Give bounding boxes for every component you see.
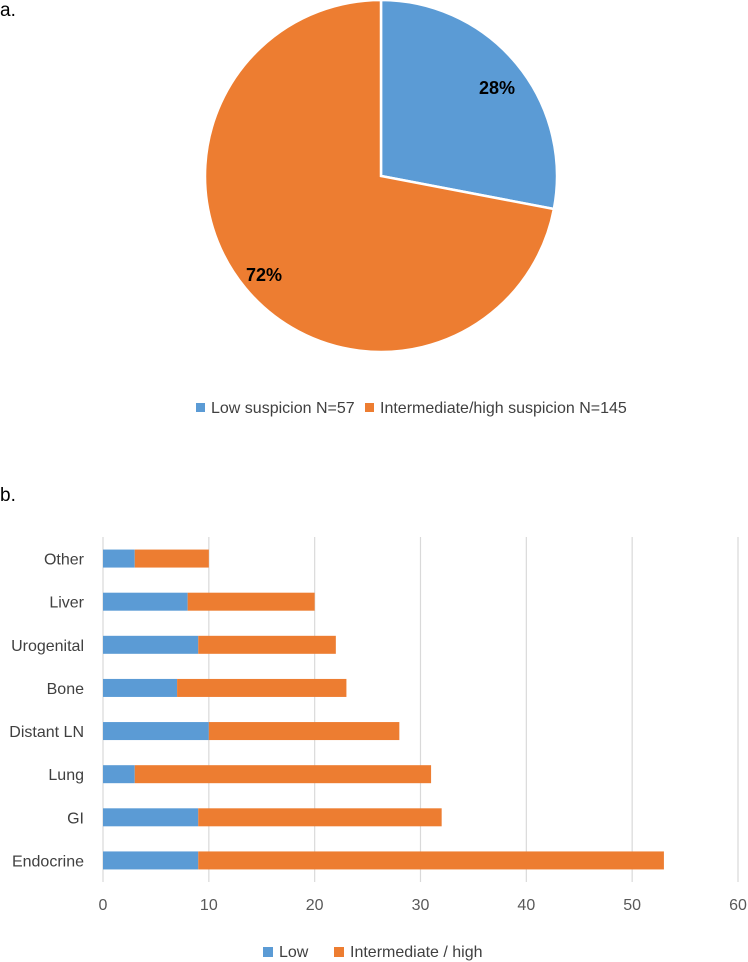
pie-slice-high <box>203 0 556 354</box>
bar-segment-low <box>103 808 199 827</box>
bar-segment-high <box>177 678 347 697</box>
bar-segment-low <box>103 765 135 784</box>
bar-segment-low <box>103 549 135 568</box>
x-tick-label: 30 <box>412 897 430 914</box>
bar-segment-low <box>103 678 178 697</box>
bar-segment-low <box>103 722 209 741</box>
bar-legend-swatch-low <box>263 947 273 957</box>
category-label: Endocrine <box>12 853 84 870</box>
panel-a-label: a. <box>0 0 16 21</box>
bar-segment-high <box>198 808 442 827</box>
bar-legend-swatch-high <box>334 947 344 957</box>
category-label: GI <box>67 810 84 827</box>
pie-legend-label-high: Intermediate/high suspicion N=145 <box>380 400 627 417</box>
x-tick-label: 50 <box>623 897 641 914</box>
x-tick-label: 10 <box>200 897 218 914</box>
pie-legend: Low suspicion N=57 Intermediate/high sus… <box>196 400 627 417</box>
category-label: Bone <box>47 681 84 698</box>
pie-chart: 28% 72% Low suspicion N=57 Intermediate/… <box>196 0 627 417</box>
pie-legend-label-low: Low suspicion N=57 <box>211 400 355 417</box>
pie-legend-swatch-low <box>196 403 205 412</box>
pie-legend-swatch-high <box>365 403 374 412</box>
pie-data-label-low: 28% <box>479 78 515 98</box>
bar-segment-high <box>187 592 315 611</box>
bar-segment-high <box>134 765 432 784</box>
bar-legend-label-low: Low <box>279 944 309 961</box>
bar-segment-high <box>198 635 336 654</box>
bar-segment-low <box>103 592 188 611</box>
category-label: Liver <box>49 595 84 612</box>
x-tick-label: 0 <box>99 897 108 914</box>
bar-legend: Low Intermediate / high <box>263 944 483 961</box>
category-label: Distant LN <box>9 724 84 741</box>
category-label: Urogenital <box>11 638 84 655</box>
category-label: Lung <box>48 767 84 784</box>
bar-segment-low <box>103 635 199 654</box>
x-tick-label: 60 <box>729 897 747 914</box>
category-label: Other <box>44 552 85 569</box>
pie-slice-low <box>379 0 559 211</box>
x-tick-label: 40 <box>517 897 535 914</box>
bar-segment-high <box>198 851 664 870</box>
x-tick-label: 20 <box>306 897 324 914</box>
panel-b-label: b. <box>0 485 16 506</box>
bar-segment-high <box>208 722 400 741</box>
bar-legend-label-high: Intermediate / high <box>350 944 483 961</box>
pie-data-label-high: 72% <box>246 265 282 285</box>
bar-segment-high <box>134 549 209 568</box>
bar-segment-low <box>103 851 199 870</box>
